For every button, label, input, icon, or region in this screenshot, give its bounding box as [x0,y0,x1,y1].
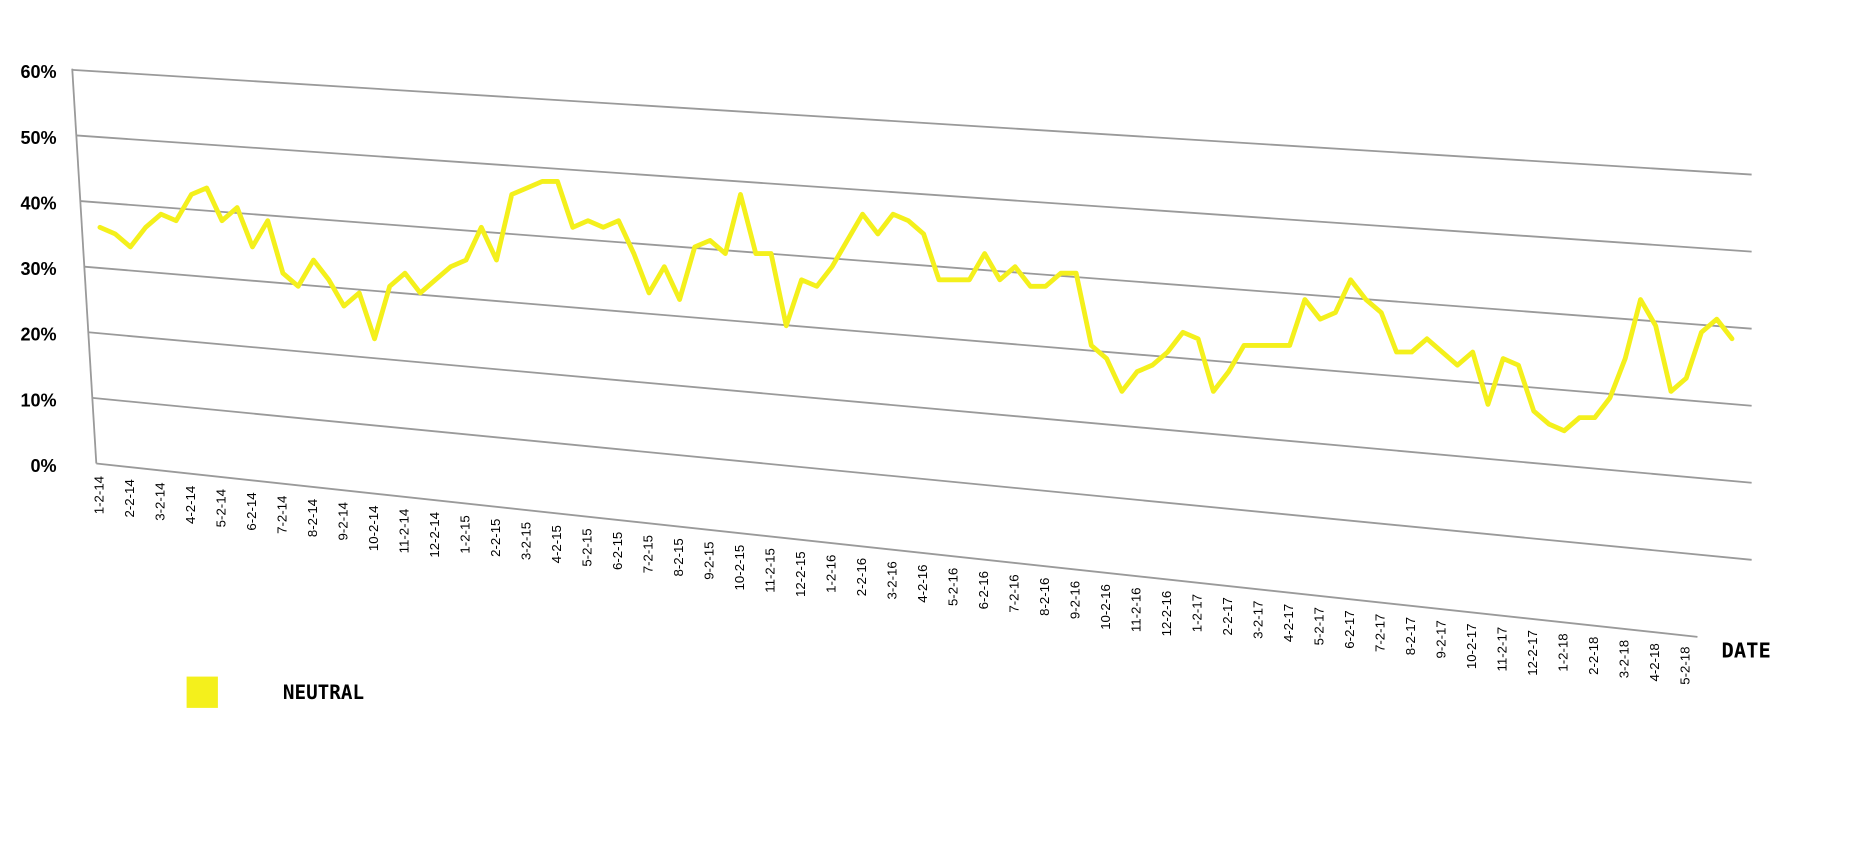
x-tick-label: 10-2-14 [366,505,381,551]
x-tick-label: 3-2-15 [519,522,534,560]
x-tick-label: 3-2-17 [1251,601,1266,639]
x-tick-label: 1-2-18 [1556,633,1571,671]
legend-swatch [186,676,218,708]
x-tick-label: 8-2-15 [671,538,686,576]
grid-line [80,200,1752,330]
x-tick-label: 12-2-16 [1159,591,1174,637]
x-tick-label: 5-2-16 [946,568,961,606]
x-tick-label: 8-2-16 [1037,578,1052,616]
x-tick-label: 2-2-18 [1586,637,1601,675]
x-tick-label: 4-2-17 [1281,604,1296,642]
x-tick-label: 2-2-16 [854,558,869,596]
x-tick-label: 4-2-14 [183,486,198,524]
x-tick-label: 11-2-17 [1495,627,1510,672]
x-tick-label: 5-2-18 [1678,646,1693,684]
grid-line [88,331,1752,484]
grid-line [76,134,1752,253]
y-tick-label: 50% [20,128,56,148]
y-tick-label: 20% [20,325,56,345]
x-tick-label: 9-2-14 [335,502,350,540]
grid-line [96,462,1698,638]
x-tick-label: 2-2-17 [1220,597,1235,635]
x-tick-label: 1-2-16 [824,555,839,593]
x-tick-label: 11-2-14 [396,509,411,554]
x-tick-label: 3-2-16 [885,561,900,599]
y-axis-line [71,68,98,464]
x-tick-label: 12-2-14 [427,512,442,558]
x-tick-label: 6-2-15 [610,532,625,570]
series-line [97,179,1735,434]
x-tick-label: 10-2-16 [1098,584,1113,630]
y-tick-label: 10% [20,390,56,410]
x-tick-label: 8-2-17 [1403,617,1418,655]
x-tick-label: 1-2-15 [457,515,472,553]
x-tick-label: 6-2-16 [976,571,991,609]
x-tick-label: 5-2-14 [213,489,228,527]
x-tick-label: 5-2-17 [1312,607,1327,645]
x-tick-label: 4-2-16 [915,564,930,602]
x-tick-label: 1-2-17 [1190,594,1205,632]
x-tick-label: 12-2-15 [793,551,808,597]
grid-line [84,265,1752,407]
x-tick-label: 10-2-17 [1464,624,1479,670]
y-tick-label: 40% [20,193,56,213]
x-tick-label: 4-2-15 [549,525,564,563]
x-tick-label: 7-2-16 [1007,574,1022,612]
legend-label: NEUTRAL [283,681,364,704]
x-tick-label: 11-2-15 [763,548,778,593]
x-tick-label: 7-2-14 [274,496,289,534]
x-tick-label: 2-2-14 [122,479,137,517]
grid-line [92,396,1752,561]
grid-line [72,68,1752,176]
x-tick-label: 11-2-16 [1129,587,1144,632]
x-tick-label: 7-2-15 [641,535,656,573]
y-tick-label: 30% [20,259,56,279]
x-tick-label: 4-2-18 [1647,643,1662,681]
x-tick-label: 12-2-17 [1525,630,1540,676]
x-tick-label: 6-2-17 [1342,610,1357,648]
x-tick-label: 9-2-16 [1068,581,1083,619]
x-tick-label: 1-2-14 [91,476,106,514]
x-tick-label: 7-2-17 [1373,614,1388,652]
y-tick-label: 0% [30,456,56,476]
y-tick-label: 60% [20,62,56,82]
x-tick-label: 5-2-15 [580,528,595,566]
x-tick-label: 9-2-17 [1434,620,1449,658]
x-tick-label: 2-2-15 [488,519,503,557]
x-tick-label: 10-2-15 [732,545,747,591]
x-tick-label: 8-2-14 [305,499,320,537]
x-tick-label: 9-2-15 [702,542,717,580]
x-tick-label: 3-2-18 [1617,640,1632,678]
x-axis-label: DATE [1722,638,1771,662]
x-tick-label: 6-2-14 [244,492,259,530]
x-tick-label: 3-2-14 [152,482,167,520]
